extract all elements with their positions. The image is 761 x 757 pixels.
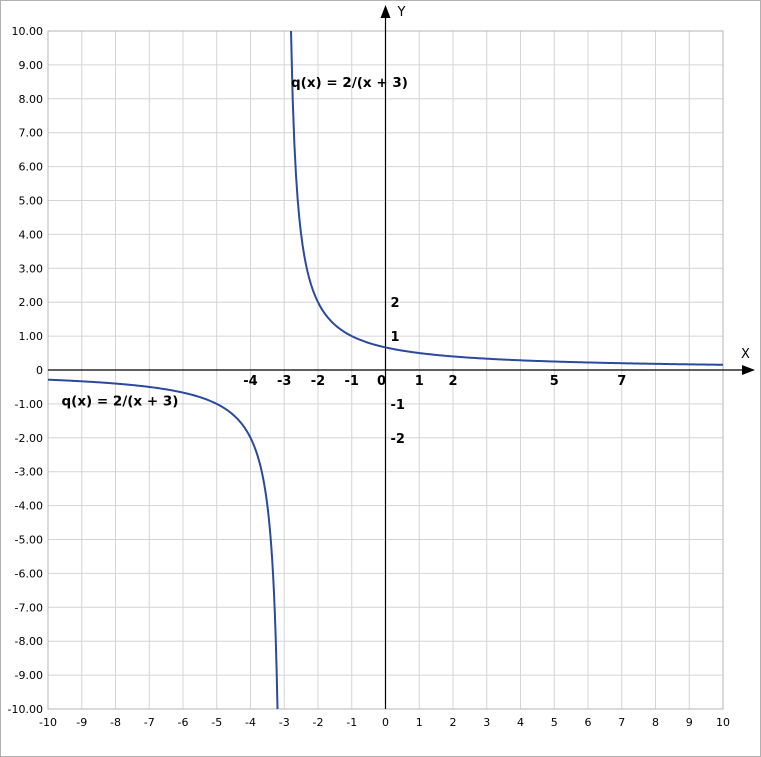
inner-x-label: 5 <box>550 374 559 389</box>
inner-y-label: -1 <box>391 398 405 413</box>
y-tick-label: -8.00 <box>15 635 43 648</box>
y-tick-label: 6.00 <box>19 161 44 174</box>
inner-x-label: -4 <box>243 374 257 389</box>
inner-x-label: 7 <box>617 374 626 389</box>
inner-x-label: -1 <box>345 374 359 389</box>
function-label: q(x) = 2/(x + 3) <box>291 75 408 91</box>
y-tick-label: -1.00 <box>15 398 43 411</box>
annotations: q(x) = 2/(x + 3) q(x) = 2/(x + 3) <box>62 75 408 410</box>
inner-y-label: 1 <box>391 330 400 345</box>
y-tick-label: 5.00 <box>19 195 44 208</box>
y-tick-label: -4.00 <box>15 500 43 513</box>
inner-x-label: 1 <box>415 374 424 389</box>
inner-y-label: -2 <box>391 432 405 447</box>
axes <box>48 5 755 709</box>
y-tick-label: -10.00 <box>8 703 43 716</box>
x-tick-label: 9 <box>686 716 693 729</box>
inner-x-label: 0 <box>377 374 386 389</box>
x-tick-label: 7 <box>618 716 625 729</box>
x-tick-label: 5 <box>551 716 558 729</box>
x-tick-label: 8 <box>652 716 659 729</box>
curve-branch-right <box>290 30 724 366</box>
curves <box>47 30 724 710</box>
x-tick-label: 10 <box>716 716 730 729</box>
y-axis-arrow-icon <box>380 5 391 18</box>
x-tick-label: -10 <box>39 716 57 729</box>
y-tick-label: 10.00 <box>12 25 44 38</box>
x-axis-arrow-icon <box>742 365 755 375</box>
y-tick-label: -6.00 <box>15 567 43 580</box>
y-tick-label: -5.00 <box>15 534 43 547</box>
x-tick-label: -2 <box>313 716 324 729</box>
x-tick-label: -4 <box>245 716 256 729</box>
inner-x-label: -3 <box>277 374 291 389</box>
x-tick-label: -6 <box>178 716 189 729</box>
y-tick-label: 0 <box>36 364 43 377</box>
x-tick-label: -1 <box>346 716 357 729</box>
y-tick-label: 4.00 <box>19 228 44 241</box>
x-tick-label: 0 <box>382 716 389 729</box>
x-tick-label: -8 <box>110 716 121 729</box>
x-tick-label: 3 <box>483 716 490 729</box>
inner-axis-labels: -4 -3 -2 -1 0 1 2 5 7 2 1 -1 -2 <box>243 296 626 447</box>
curve-branch-left <box>47 378 279 710</box>
y-tick-label: 3.00 <box>19 262 44 275</box>
x-tick-label: 1 <box>416 716 423 729</box>
x-tick-label: 4 <box>517 716 524 729</box>
y-axis-title: Y <box>397 5 406 20</box>
inner-x-label: -2 <box>311 374 325 389</box>
y-tick-label: -3.00 <box>15 466 43 479</box>
x-tick-label: 2 <box>450 716 457 729</box>
y-tick-label: -9.00 <box>15 669 43 682</box>
y-tick-label: 1.00 <box>19 330 44 343</box>
function-label: q(x) = 2/(x + 3) <box>62 394 179 410</box>
x-tick-label: -3 <box>279 716 290 729</box>
x-tick-label: -5 <box>211 716 222 729</box>
inner-y-label: 2 <box>391 296 400 311</box>
y-tick-label: -2.00 <box>15 432 43 445</box>
y-tick-label: 9.00 <box>19 59 44 72</box>
y-tick-label: 7.00 <box>19 127 44 140</box>
x-tick-label: -9 <box>76 716 87 729</box>
y-tick-label: 8.00 <box>19 93 44 106</box>
inner-x-label: 2 <box>448 374 457 389</box>
tick-labels: 10.00 9.00 8.00 7.00 6.00 5.00 4.00 3.00 2.00 1.0… <box>8 25 730 729</box>
y-tick-label: -7.00 <box>15 601 43 614</box>
y-tick-label: 2.00 <box>19 296 44 309</box>
x-tick-label: 6 <box>585 716 592 729</box>
x-axis-title: X <box>741 347 750 362</box>
x-tick-label: -7 <box>144 716 155 729</box>
